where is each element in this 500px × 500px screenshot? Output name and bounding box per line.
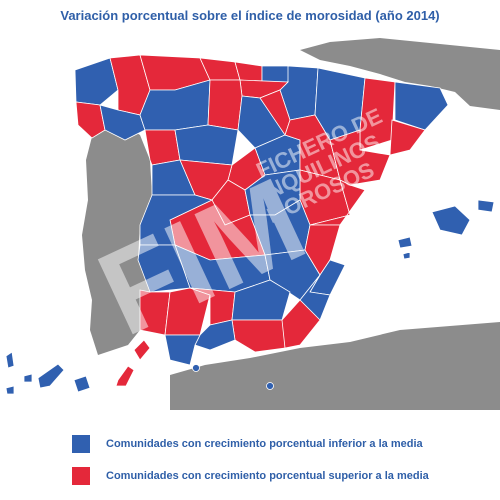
city-ceuta	[192, 364, 200, 372]
balearic-islands	[397, 199, 495, 260]
province-cadiz	[164, 334, 201, 366]
legend-swatch-red	[72, 467, 90, 485]
canary-islands	[5, 339, 151, 395]
province-girona	[394, 81, 449, 131]
legend-label-above: Comunidades con crecimiento porcentual s…	[106, 470, 429, 482]
island-la-gomera	[23, 373, 33, 383]
province-sevilla	[164, 287, 211, 336]
province-palencia	[207, 79, 243, 131]
map-legend: Comunidades con crecimiento porcentual i…	[72, 434, 429, 498]
province-valladolid	[174, 124, 239, 166]
autonomous-cities	[192, 364, 274, 390]
island-ibiza	[397, 236, 413, 249]
province-zamora	[144, 129, 181, 166]
island-menorca	[477, 199, 495, 213]
province-badajoz	[137, 244, 191, 293]
island-la-palma	[5, 351, 15, 369]
province-guipuzcoa	[261, 65, 291, 83]
island-formentera	[402, 251, 411, 260]
island-fuerteventura	[115, 365, 135, 387]
island-gran-canaria	[73, 375, 91, 393]
province-a-coruna	[74, 57, 119, 106]
province-barcelona	[389, 119, 426, 156]
province-pontevedra	[75, 101, 106, 139]
africa-land	[170, 322, 500, 410]
province-caceres	[139, 194, 214, 246]
province-jaen	[231, 279, 291, 321]
portugal-land	[82, 122, 152, 355]
legend-label-below: Comunidades con crecimiento porcentual i…	[106, 438, 423, 450]
map-title: Variación porcentual sobre el índice de …	[60, 8, 440, 23]
legend-item-above: Comunidades con crecimiento porcentual s…	[72, 466, 429, 486]
island-el-hierro	[5, 385, 15, 395]
island-mallorca	[431, 205, 471, 236]
legend-item-below: Comunidades con crecimiento porcentual i…	[72, 434, 429, 454]
france-land	[300, 38, 500, 110]
province-almeria	[281, 299, 321, 349]
legend-swatch-blue	[72, 435, 90, 453]
island-lanzarote	[133, 339, 151, 361]
province-shapes	[74, 54, 449, 366]
city-melilla	[266, 382, 274, 390]
spain-map: FIM FICHERO DE INQUILINOS MOROSOS	[5, 38, 500, 410]
island-tenerife	[37, 363, 65, 389]
province-lleida	[359, 77, 396, 151]
